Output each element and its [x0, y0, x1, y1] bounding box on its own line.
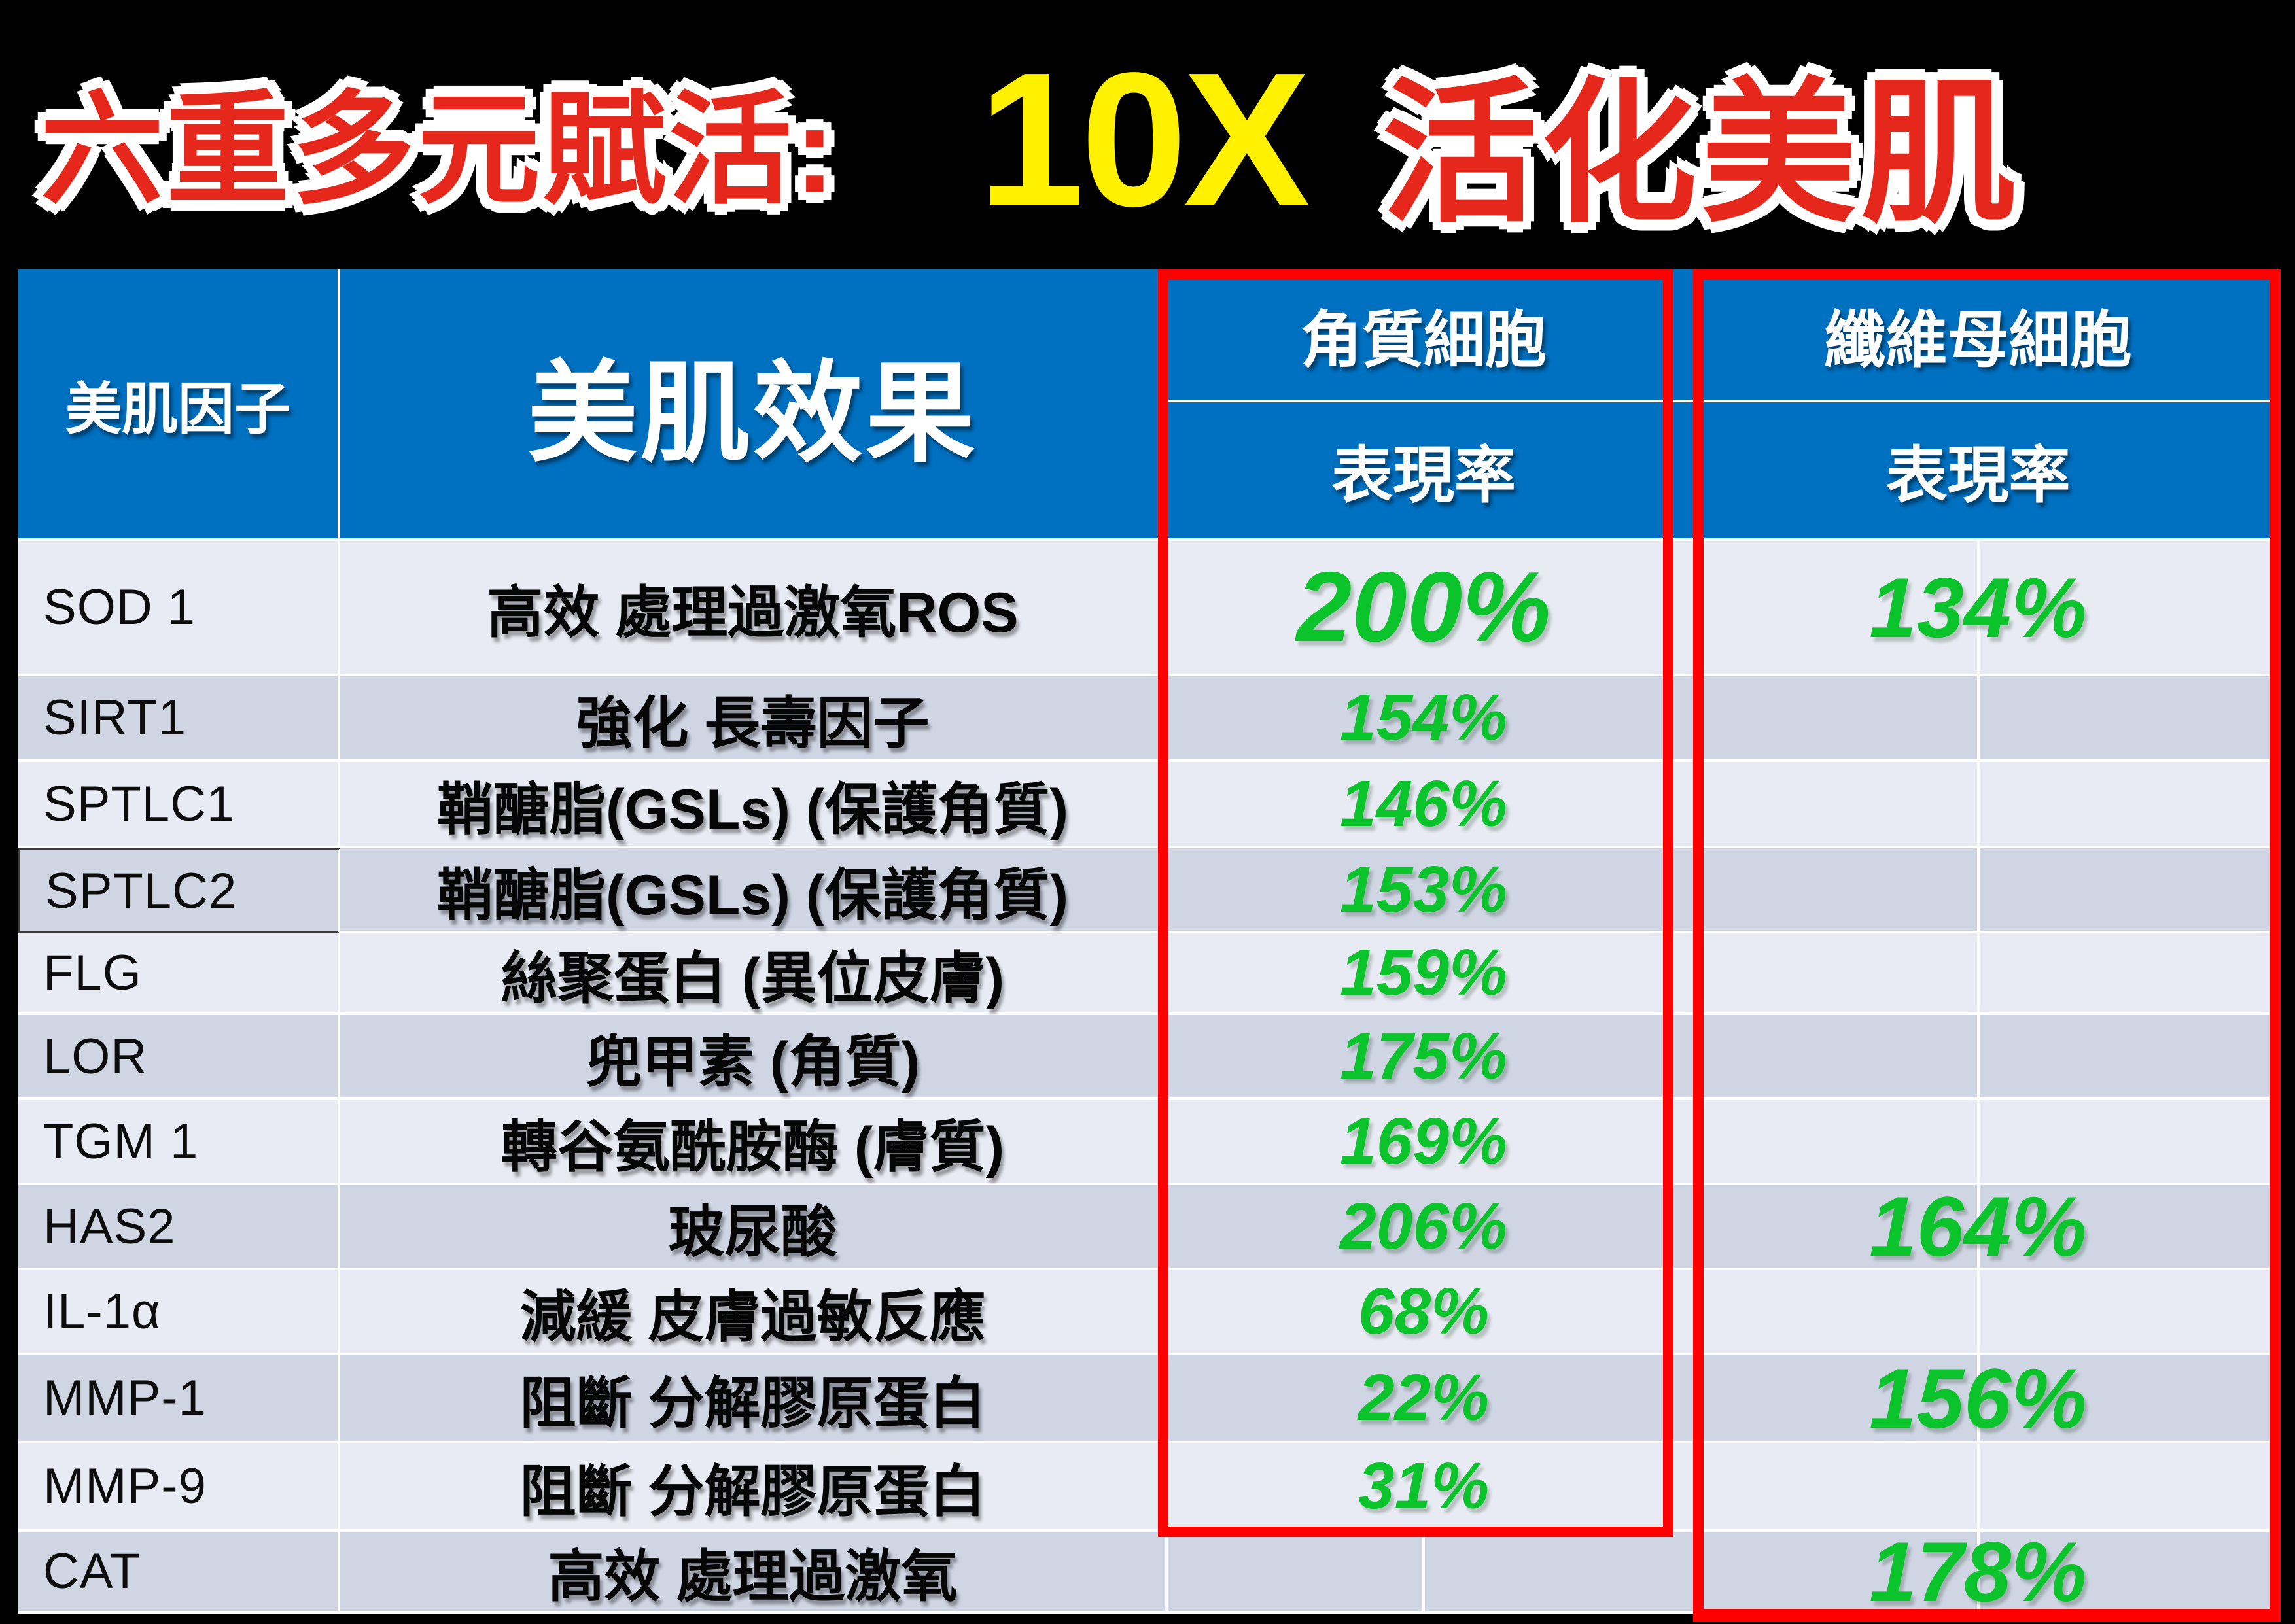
fibroblast-value-cell-flg	[1679, 933, 2277, 1015]
effect-cell-mmp-1: 阻斷 分解膠原蛋白	[340, 1355, 1168, 1443]
fibroblast-value-cell-sod-1: 134%	[1679, 541, 2277, 676]
keratinocyte-value-cell-flg: 159%	[1168, 933, 1679, 1015]
keratinocyte-value-cell-cat	[1168, 1532, 1679, 1614]
keratinocyte-value: 153%	[1340, 852, 1507, 926]
effect-cell-mmp-9: 阻斷 分解膠原蛋白	[340, 1443, 1168, 1532]
keratinocyte-value-cell-tgm-1: 169%	[1168, 1100, 1679, 1185]
title-10x-highlight: 10X	[978, 33, 1311, 246]
fibroblast-value-cell-sptlc1	[1679, 762, 2277, 848]
keratinocyte-value-cell-il-1: 68%	[1168, 1270, 1679, 1355]
keratinocyte-value-cell-sptlc2: 153%	[1168, 848, 1679, 933]
factor-cell-sirt1: SIRT1	[18, 676, 340, 762]
effect-cell-has2: 玻尿酸	[340, 1185, 1168, 1270]
fibroblast-value-cell-tgm-1	[1679, 1100, 2277, 1185]
effect-cell-cat: 高效 處理過激氧	[340, 1532, 1168, 1614]
factor-cell-mmp-1: MMP-1	[18, 1355, 340, 1443]
keratinocyte-value-cell-mmp-9: 31%	[1168, 1443, 1679, 1532]
effect-cell-lor: 兜甲素 (角質)	[340, 1015, 1168, 1100]
effect-cell-sptlc2: 鞘醣脂(GSLs) (保護角質)	[340, 848, 1168, 933]
effect-cell-sod-1: 高效 處理過激氧ROS	[340, 541, 1168, 676]
factor-cell-cat: CAT	[18, 1532, 340, 1614]
keratinocyte-value-cell-sptlc1: 146%	[1168, 762, 1679, 848]
keratinocyte-value-cell-sirt1: 154%	[1168, 676, 1679, 762]
keratinocyte-value: 206%	[1340, 1189, 1507, 1263]
keratinocyte-value: 68%	[1358, 1274, 1490, 1348]
keratinocyte-value: 175%	[1340, 1019, 1507, 1093]
slide-title: 六重多元賦活: 10X 活化美肌	[0, 0, 2295, 269]
fibroblast-value: 134%	[1869, 559, 2087, 655]
keratinocyte-value: 154%	[1340, 681, 1507, 754]
fibroblast-value-cell-mmp-1: 156%	[1679, 1351, 2277, 1446]
factor-cell-mmp-9: MMP-9	[18, 1443, 340, 1532]
effect-cell-flg: 絲聚蛋白 (異位皮膚)	[340, 933, 1168, 1015]
keratinocyte-value: 169%	[1340, 1104, 1507, 1178]
column-header-factor: 美肌因子	[18, 269, 340, 541]
subheader-keratinocyte-expression-rate: 表現率	[1168, 402, 1679, 541]
factor-cell-has2: HAS2	[18, 1185, 340, 1270]
fibroblast-value-cell-sptlc2	[1679, 848, 2277, 933]
keratinocyte-value-cell-sod-1: 200%	[1168, 541, 1679, 676]
fibroblast-value-cell-cat: 178%	[1679, 1524, 2277, 1619]
title-left-text: 六重多元賦活:	[41, 81, 838, 218]
fibroblast-value-cell-lor	[1679, 1015, 2277, 1100]
keratinocyte-value-cell-has2: 206%	[1168, 1185, 1679, 1270]
column-header-effect: 美肌效果	[340, 269, 1168, 541]
column-header-fibroblast: 纖維母細胞	[1679, 269, 2277, 402]
keratinocyte-value: 31%	[1358, 1449, 1490, 1523]
keratinocyte-value: 159%	[1340, 936, 1507, 1009]
keratinocyte-value: 146%	[1340, 767, 1507, 840]
subheader-fibroblast-expression-rate: 表現率	[1679, 402, 2277, 541]
title-right-text: 活化美肌	[1382, 67, 2021, 241]
effect-cell-tgm-1: 轉谷氨酰胺酶 (膚質)	[340, 1100, 1168, 1185]
fibroblast-value: 156%	[1869, 1350, 2087, 1446]
fibroblast-value: 178%	[1869, 1523, 2087, 1619]
keratinocyte-value: 22%	[1358, 1361, 1490, 1434]
expression-rate-table: 美肌因子 美肌效果 角質細胞 纖維母細胞 表現率 表現率 SOD 1 高效 處理過…	[18, 269, 2277, 1619]
effect-cell-sirt1: 強化 長壽因子	[340, 676, 1168, 762]
keratinocyte-value-cell-lor: 175%	[1168, 1015, 1679, 1100]
fibroblast-value-cell-mmp-9	[1679, 1443, 2277, 1532]
factor-cell-il-1: IL-1α	[18, 1270, 340, 1355]
fibroblast-value-cell-il-1	[1679, 1270, 2277, 1355]
effect-cell-il-1: 減緩 皮膚過敏反應	[340, 1270, 1168, 1355]
column-header-keratinocyte: 角質細胞	[1168, 269, 1679, 402]
keratinocyte-value: 200%	[1296, 551, 1551, 663]
factor-cell-sod-1: SOD 1	[18, 541, 340, 676]
effect-cell-sptlc1: 鞘醣脂(GSLs) (保護角質)	[340, 762, 1168, 848]
factor-cell-lor: LOR	[18, 1015, 340, 1100]
factor-cell-sptlc1: SPTLC1	[18, 762, 340, 848]
fibroblast-value: 164%	[1869, 1179, 2087, 1274]
factor-cell-tgm-1: TGM 1	[18, 1100, 340, 1185]
factor-cell-flg: FLG	[18, 933, 340, 1015]
keratinocyte-value-cell-mmp-1: 22%	[1168, 1355, 1679, 1443]
fibroblast-value-cell-sirt1	[1679, 676, 2277, 762]
factor-cell-sptlc2: SPTLC2	[18, 848, 340, 933]
fibroblast-value-cell-has2: 164%	[1679, 1179, 2277, 1274]
